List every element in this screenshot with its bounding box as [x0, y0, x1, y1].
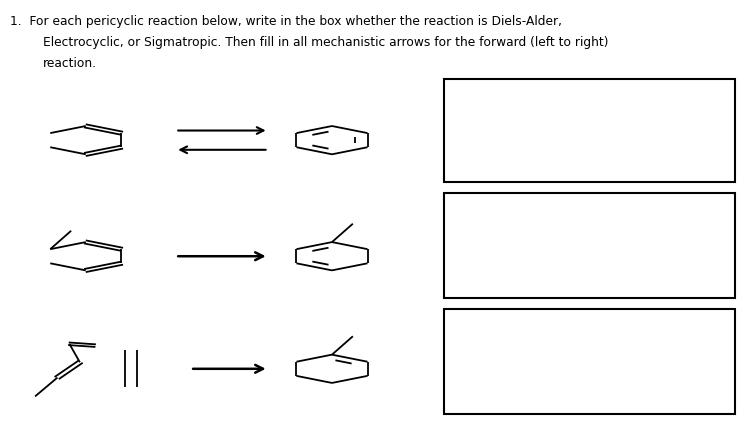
Bar	[444, 193, 735, 298]
Text: reaction.: reaction.	[43, 57, 97, 70]
Text: Electrocyclic, or Sigmatropic. Then fill in all mechanistic arrows for the forwa: Electrocyclic, or Sigmatropic. Then fill…	[43, 36, 609, 49]
Bar	[444, 309, 735, 414]
Text: 1.  For each pericyclic reaction below, write in the box whether the reaction is: 1. For each pericyclic reaction below, w…	[10, 15, 562, 28]
Bar	[444, 79, 735, 182]
